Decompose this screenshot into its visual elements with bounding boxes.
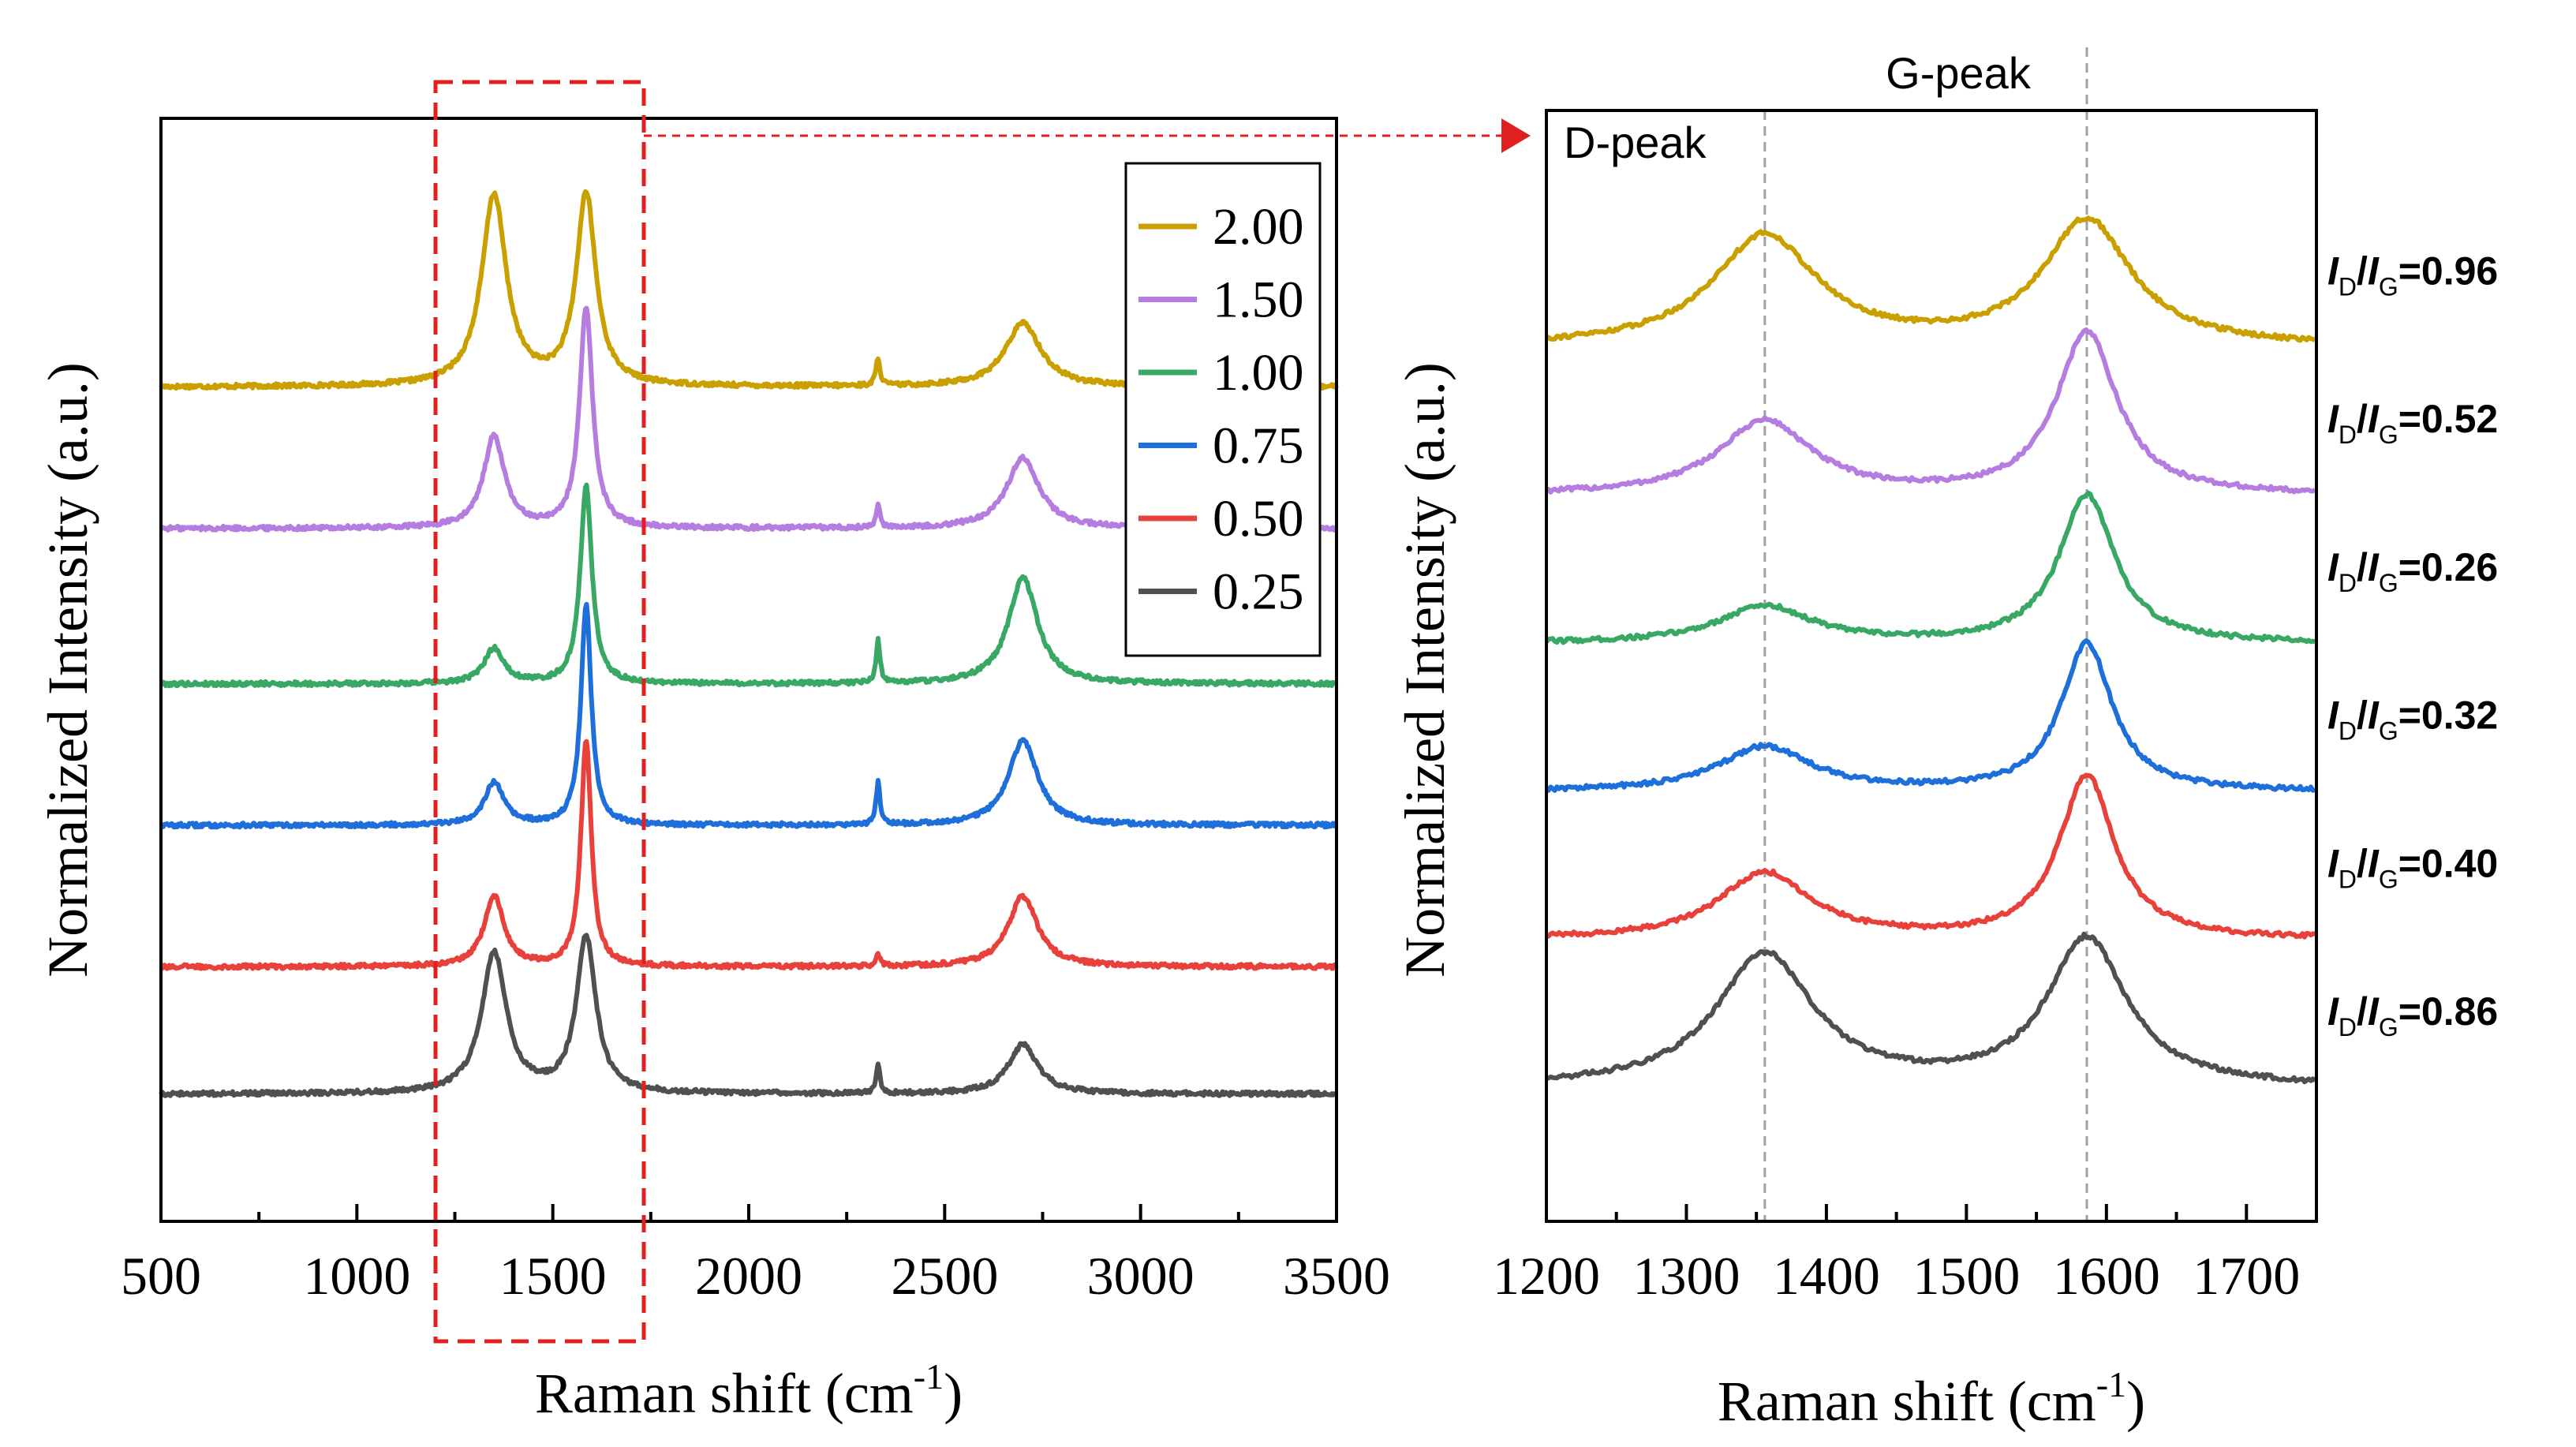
left-y-axis-label: Normalized Intensity (a.u.) [36, 362, 99, 978]
peak-guide-lines [1763, 47, 2088, 1221]
intensity-ratio-labels: ID/IG=0.96 ID/IG=0.52 ID/IG=0.26 ID/IG=0.32… [2327, 249, 2498, 1041]
zoom-series-line-0.75 [1545, 638, 2317, 793]
left-x-tick-label: 3500 [1283, 1246, 1390, 1306]
zoom-panel: 1200 1300 1400 1500 1600 1700 Normalized Inte… [1393, 47, 2498, 1433]
legend-label: 0.25 [1213, 563, 1304, 621]
left-x-tick-label: 2500 [891, 1246, 998, 1306]
legend-label: 1.00 [1213, 344, 1304, 402]
ratio-label-2.00: ID/IG=0.96 [2327, 249, 2498, 301]
d-peak-annotation: D-peak [1564, 118, 1707, 167]
left-x-axis-label: Raman shift (cm-1) [535, 1356, 963, 1425]
zoom-series-line-2.00 [1545, 215, 2316, 343]
legend-box [1124, 162, 1322, 657]
zoom-region-box [433, 80, 646, 1344]
zoom-series-line-1.50 [1544, 327, 2316, 495]
ratio-label-0.75: ID/IG=0.32 [2327, 694, 2498, 746]
zoom-series-line-0.25 [1546, 931, 2317, 1085]
right-plot-frame [1545, 109, 2318, 1223]
zoom-arrow-head [1501, 118, 1531, 153]
left-x-tick-label: 3000 [1087, 1246, 1195, 1306]
left-x-ticks: 500 1000 1500 2000 2500 3000 3500 [121, 1204, 1390, 1306]
legend-label: 1.50 [1213, 271, 1304, 329]
ratio-label-1.50: ID/IG=0.52 [2327, 397, 2498, 449]
ratio-label-1.00: ID/IG=0.26 [2327, 545, 2498, 597]
legend-label: 2.00 [1213, 198, 1304, 256]
left-x-tick-label: 2000 [695, 1246, 802, 1306]
left-x-tick-label: 1000 [303, 1246, 410, 1306]
zoom-series [1544, 215, 2317, 1085]
left-x-tick-label: 1500 [499, 1246, 607, 1306]
zoom-series-line-1.00 [1544, 490, 2316, 645]
left-x-tick-label: 500 [121, 1246, 201, 1306]
right-x-tick-label: 1400 [1773, 1246, 1880, 1306]
right-x-ticks: 1200 1300 1400 1500 1600 1700 [1493, 1204, 2318, 1306]
right-x-tick-label: 1700 [2193, 1246, 2300, 1306]
ratio-label-0.50: ID/IG=0.40 [2327, 841, 2498, 893]
series-line-0.25 [159, 933, 1338, 1098]
right-x-tick-label: 1500 [1912, 1246, 2020, 1306]
right-x-tick-label: 1600 [2053, 1246, 2160, 1306]
zoom-series-line-0.50 [1546, 772, 2316, 940]
right-x-tick-label: 1200 [1493, 1246, 1600, 1306]
legend: 2.00 1.50 1.00 0.75 0.50 0.25 [1124, 162, 1322, 657]
g-peak-annotation: G-peak [1886, 48, 2032, 98]
full-spectrum-panel: 500 1000 1500 2000 2500 3000 3500 Normalized I… [36, 80, 1531, 1425]
right-x-tick-label: 1300 [1632, 1246, 1740, 1306]
legend-label: 0.75 [1213, 417, 1304, 475]
series-line-0.50 [159, 738, 1339, 971]
series-line-0.75 [159, 601, 1338, 830]
right-y-axis-label: Normalized Intensity (a.u.) [1393, 362, 1456, 978]
legend-label: 0.50 [1213, 490, 1304, 548]
right-x-axis-label: Raman shift (cm-1) [1718, 1364, 2145, 1433]
series-line-1.00 [159, 482, 1339, 689]
ratio-label-0.25: ID/IG=0.86 [2327, 989, 2498, 1041]
